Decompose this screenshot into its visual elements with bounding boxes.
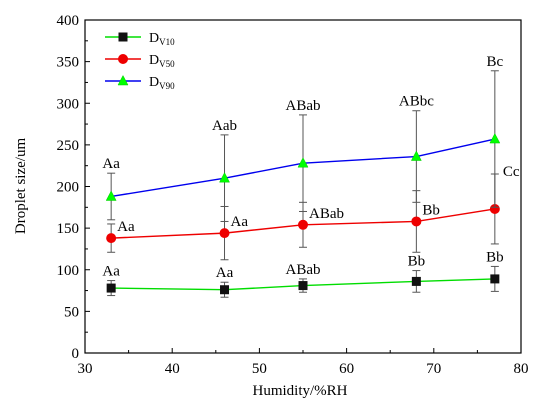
- legend-marker: [118, 54, 128, 64]
- legend-entry: DV50: [149, 53, 175, 69]
- y-tick-label: 0: [72, 346, 80, 362]
- data-point-v50: [411, 216, 422, 227]
- data-point-v50: [298, 219, 308, 230]
- significance-label: Bb: [486, 249, 504, 265]
- x-tick-label: 70: [426, 361, 441, 377]
- data-point-v90: [489, 133, 501, 144]
- y-tick-label: 400: [57, 13, 80, 29]
- plot-area: 30 40 50 60 70 80 0 50 100 150 200 250 300 350 400 Aa Aa…: [57, 13, 529, 377]
- x-tick-label: 40: [165, 361, 180, 377]
- y-tick-label: 350: [57, 55, 80, 71]
- significance-label: ABab: [286, 262, 321, 278]
- significance-label: Aa: [231, 214, 249, 230]
- data-point-v50: [106, 233, 117, 244]
- significance-label: Aa: [102, 156, 120, 172]
- data-point-v10: [220, 285, 230, 295]
- data-point-v10: [106, 283, 116, 293]
- x-tick-label: 50: [252, 361, 267, 377]
- data-point-v50: [219, 228, 230, 239]
- significance-label: Aab: [212, 118, 237, 134]
- data-point-v90: [297, 157, 309, 168]
- legend-entry: DV90: [149, 75, 175, 91]
- significance-label: Aa: [216, 265, 234, 281]
- data-point-v90: [219, 172, 230, 183]
- y-tick-label: 200: [57, 180, 80, 196]
- y-tick-label: 150: [57, 221, 80, 237]
- legend-marker: [118, 32, 128, 42]
- legend-marker: [117, 74, 129, 86]
- y-tick-label: 50: [64, 304, 79, 320]
- x-tick-label: 80: [514, 361, 529, 377]
- x-tick-label: 30: [78, 361, 93, 377]
- significance-label: ABab: [309, 206, 344, 222]
- y-axis-title: Droplet size/um: [13, 138, 29, 235]
- significance-label: Aa: [102, 264, 120, 280]
- x-axis-title: Humidity/%RH: [252, 383, 347, 399]
- y-tick-label: 100: [57, 263, 80, 279]
- significance-label: Bb: [408, 254, 426, 270]
- significance-label: ABab: [286, 98, 321, 114]
- data-point-v10: [490, 274, 500, 284]
- significance-label: ABbc: [399, 94, 434, 110]
- data-point-v10: [298, 281, 308, 291]
- y-tick-label: 250: [57, 138, 80, 154]
- significance-label: Aa: [117, 219, 135, 235]
- x-tick-label: 60: [339, 361, 354, 377]
- data-point-v10: [411, 276, 421, 286]
- significance-label: Bb: [422, 202, 440, 218]
- y-tick-label: 300: [57, 96, 80, 112]
- significance-label: Bc: [487, 54, 504, 70]
- significance-label: Cc: [503, 164, 520, 180]
- legend-entry: DV10: [149, 31, 175, 47]
- data-point-v90: [410, 150, 422, 161]
- data-point-v90: [105, 190, 117, 201]
